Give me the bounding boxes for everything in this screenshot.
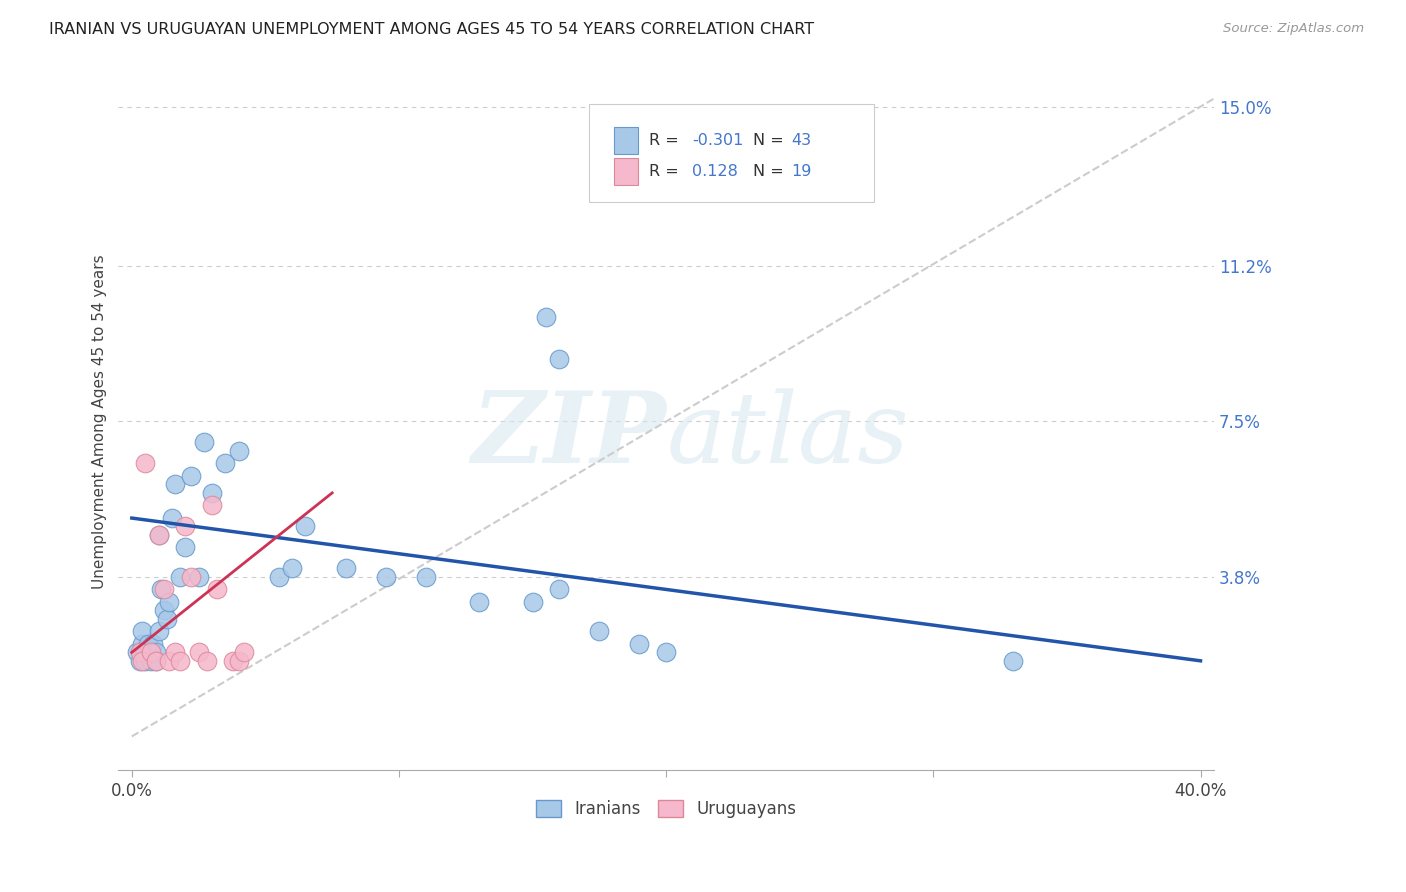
Point	[150, 582, 173, 597]
Point	[335, 561, 357, 575]
Point	[157, 654, 180, 668]
Point	[142, 637, 165, 651]
Point	[415, 570, 437, 584]
Text: ZIP: ZIP	[471, 387, 666, 483]
Point	[548, 351, 571, 366]
Point	[153, 603, 176, 617]
Legend: Iranians, Uruguayans: Iranians, Uruguayans	[530, 793, 803, 824]
Text: atlas: atlas	[666, 388, 908, 483]
Y-axis label: Unemployment Among Ages 45 to 54 years: Unemployment Among Ages 45 to 54 years	[93, 254, 107, 589]
Point	[145, 654, 167, 668]
Point	[233, 645, 256, 659]
Point	[267, 570, 290, 584]
Point	[163, 477, 186, 491]
Point	[187, 645, 209, 659]
Point	[628, 637, 651, 651]
Point	[128, 645, 150, 659]
Point	[228, 443, 250, 458]
Point	[134, 457, 156, 471]
Point	[201, 499, 224, 513]
Point	[145, 645, 167, 659]
Point	[160, 511, 183, 525]
Text: IRANIAN VS URUGUAYAN UNEMPLOYMENT AMONG AGES 45 TO 54 YEARS CORRELATION CHART: IRANIAN VS URUGUAYAN UNEMPLOYMENT AMONG …	[49, 22, 814, 37]
FancyBboxPatch shape	[589, 104, 875, 202]
Text: -0.301: -0.301	[692, 133, 744, 148]
FancyBboxPatch shape	[613, 158, 638, 185]
Point	[148, 528, 170, 542]
Point	[136, 637, 159, 651]
Text: 0.128: 0.128	[692, 164, 738, 179]
Point	[134, 645, 156, 659]
Text: N =: N =	[752, 164, 789, 179]
Point	[193, 435, 215, 450]
Text: 19: 19	[792, 164, 811, 179]
Point	[148, 528, 170, 542]
Point	[187, 570, 209, 584]
Point	[128, 654, 150, 668]
Point	[169, 570, 191, 584]
Point	[155, 612, 177, 626]
Point	[201, 486, 224, 500]
Point	[139, 645, 162, 659]
Point	[131, 624, 153, 639]
Point	[655, 645, 678, 659]
Point	[127, 645, 149, 659]
Point	[169, 654, 191, 668]
Point	[294, 519, 316, 533]
Point	[131, 637, 153, 651]
Point	[522, 595, 544, 609]
Point	[222, 654, 245, 668]
FancyBboxPatch shape	[613, 128, 638, 153]
Point	[145, 654, 167, 668]
Text: R =: R =	[648, 133, 683, 148]
Text: Source: ZipAtlas.com: Source: ZipAtlas.com	[1223, 22, 1364, 36]
Point	[174, 541, 197, 555]
Point	[468, 595, 491, 609]
Point	[1002, 654, 1025, 668]
Point	[214, 457, 236, 471]
Point	[163, 645, 186, 659]
Point	[207, 582, 229, 597]
Point	[180, 469, 202, 483]
Point	[157, 595, 180, 609]
Point	[588, 624, 610, 639]
Point	[148, 624, 170, 639]
Point	[134, 654, 156, 668]
Point	[195, 654, 218, 668]
Point	[548, 582, 571, 597]
Point	[180, 570, 202, 584]
Text: N =: N =	[752, 133, 789, 148]
Point	[131, 654, 153, 668]
Point	[139, 654, 162, 668]
Point	[228, 654, 250, 668]
Point	[281, 561, 304, 575]
Text: 43: 43	[792, 133, 811, 148]
Point	[139, 645, 162, 659]
Point	[534, 310, 557, 324]
Point	[153, 582, 176, 597]
Point	[374, 570, 396, 584]
Point	[174, 519, 197, 533]
Text: R =: R =	[648, 164, 683, 179]
